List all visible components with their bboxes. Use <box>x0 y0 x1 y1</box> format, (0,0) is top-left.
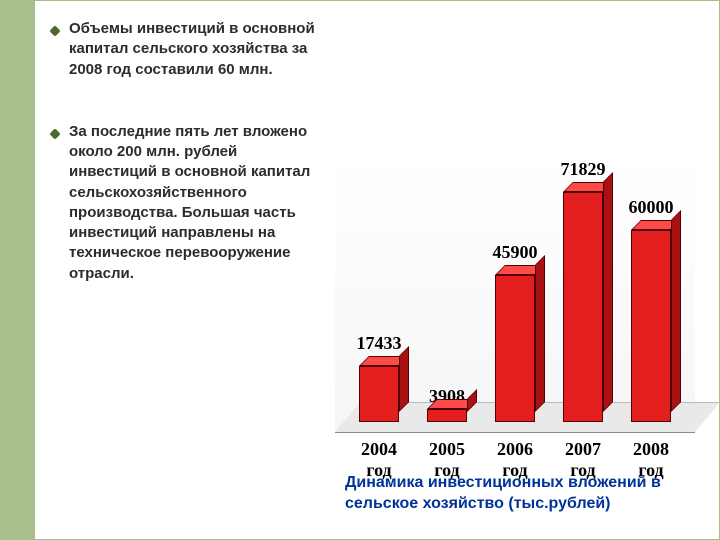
bar-column: 60000 <box>623 230 679 422</box>
bar-chart: 174333908459007182960000 2004 год2005 го… <box>335 153 695 480</box>
bar <box>563 192 603 422</box>
bar-front-face <box>427 409 467 422</box>
bar-side-face <box>671 210 681 412</box>
bullet-icon <box>49 128 60 139</box>
bar-front-face <box>495 275 535 422</box>
chart-caption: Динамика инвестиционных вложений в сельс… <box>345 472 719 515</box>
bullet-text: За последние пять лет вложено около 200 … <box>69 122 327 284</box>
bar-front-face <box>359 366 399 422</box>
bar <box>359 366 399 422</box>
slide-content: Объемы инвестиций в основной капитал сел… <box>35 1 719 539</box>
bar-column: 45900 <box>487 275 543 422</box>
chart-plot-area: 17433 3908 459007182960000 <box>335 153 695 433</box>
bar-column: 71829 <box>555 192 611 422</box>
bar <box>427 409 467 422</box>
slide: Объемы инвестиций в основной капитал сел… <box>0 0 720 540</box>
bar-front-face <box>631 230 671 422</box>
sidebar-accent <box>1 1 35 539</box>
bar-side-face <box>535 255 545 412</box>
bar-front-face <box>563 192 603 422</box>
bar-column: 17433 <box>351 366 407 422</box>
bullet-item: За последние пять лет вложено около 200 … <box>47 122 327 284</box>
bar <box>495 275 535 422</box>
chart-bars: 17433 3908 459007182960000 <box>345 172 685 422</box>
bar <box>631 230 671 422</box>
bar-column: 3908 <box>419 409 475 422</box>
bullet-item: Объемы инвестиций в основной капитал сел… <box>47 19 327 80</box>
bullet-text: Объемы инвестиций в основной капитал сел… <box>69 19 327 80</box>
bullet-list: Объемы инвестиций в основной капитал сел… <box>47 19 327 284</box>
bullet-icon <box>49 25 60 36</box>
